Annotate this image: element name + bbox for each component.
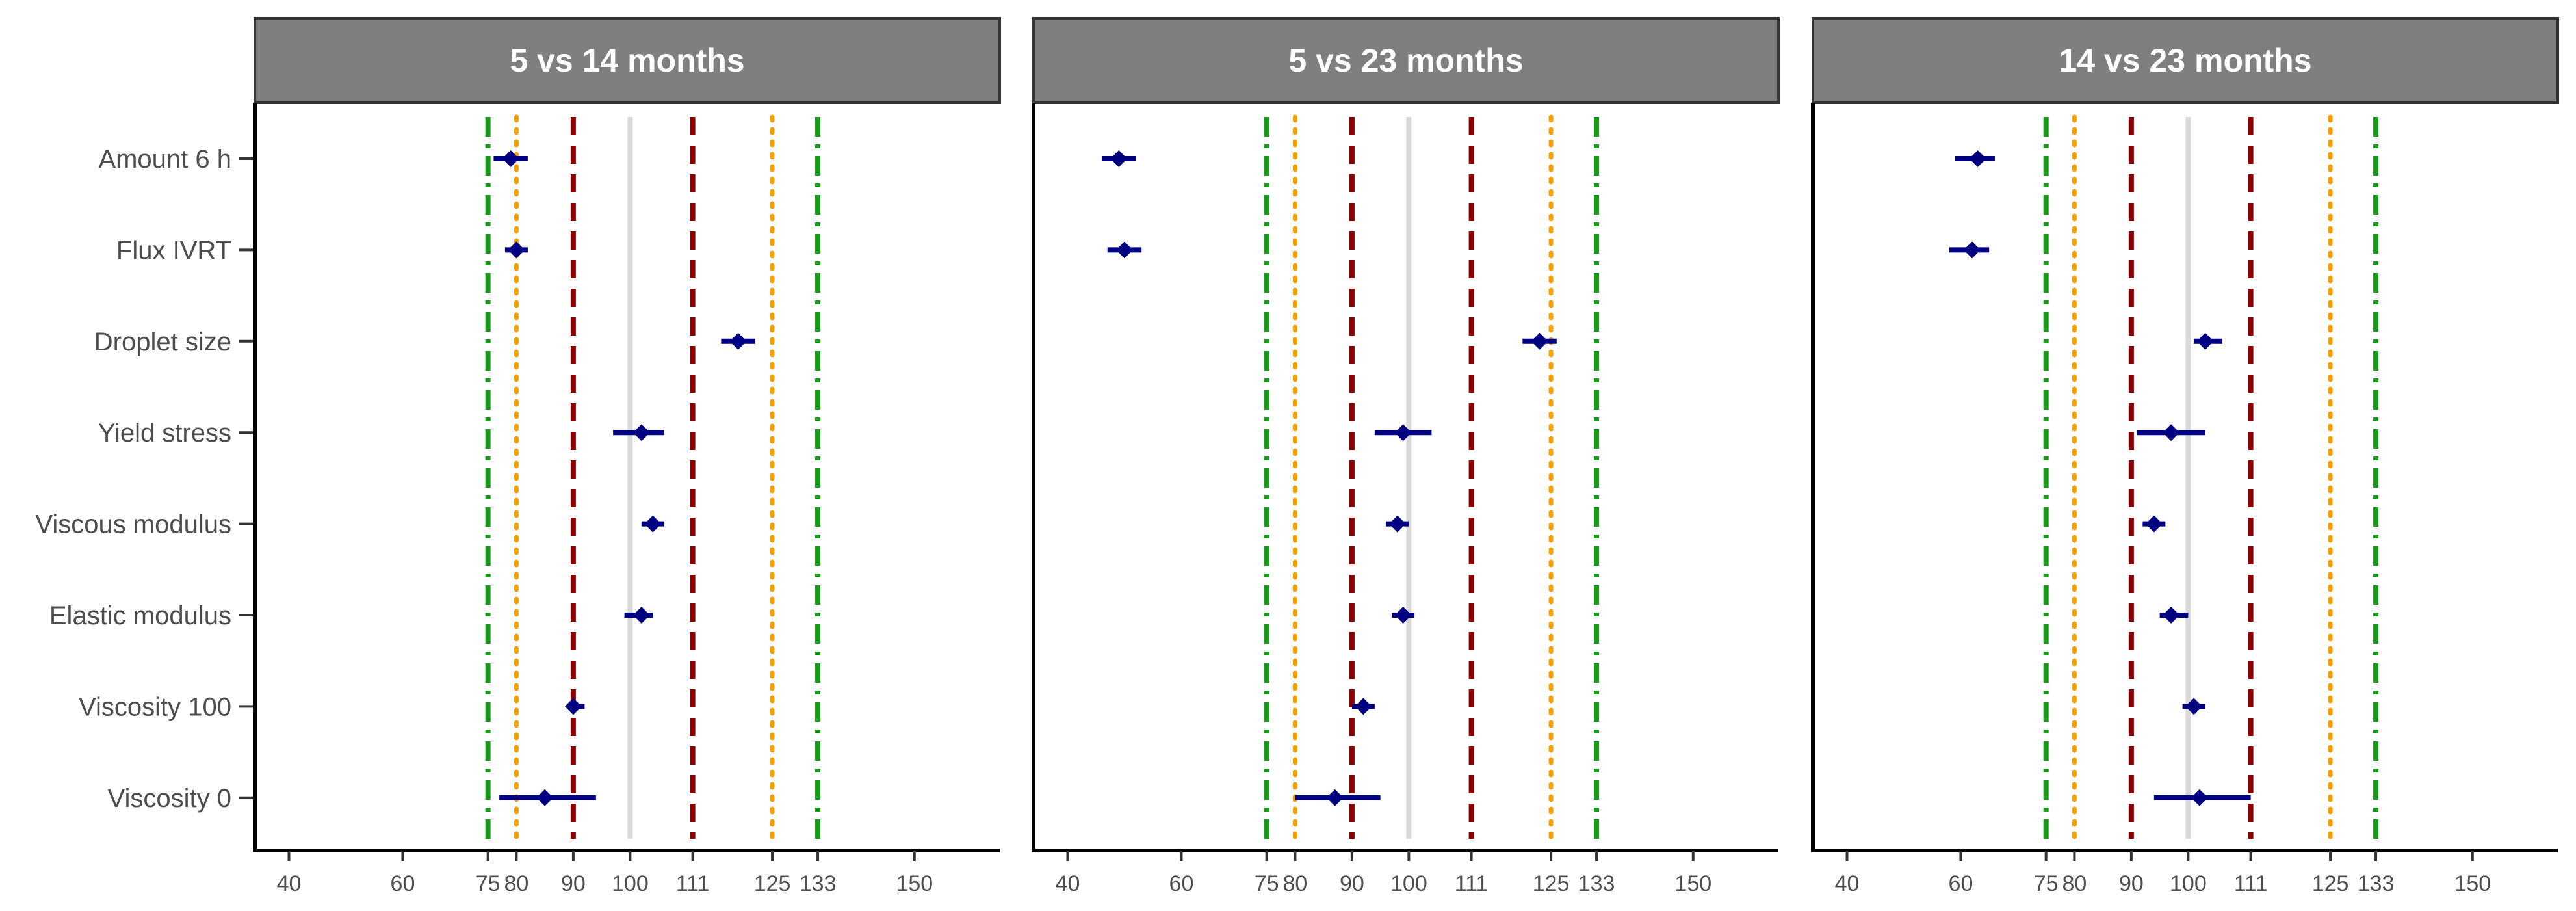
x-tick-label: 75 — [476, 871, 501, 896]
panel-1: 5 vs 14 months 40 60 75 80 90 100 111 125 133 150 — [253, 17, 1001, 896]
panel-3: 14 vs 23 months 40 60 75 80 90 100 111 125 133 150 — [1811, 17, 2559, 896]
category-label: Droplet size — [94, 328, 231, 356]
x-tick-label: 90 — [1340, 871, 1364, 896]
point-estimate — [2185, 698, 2203, 715]
point-estimate — [1388, 515, 1406, 533]
x-tick-label: 125 — [754, 871, 791, 896]
point-estimate — [2196, 332, 2214, 350]
x-tick-label: 100 — [612, 871, 649, 896]
x-tick-label: 80 — [2062, 871, 2087, 896]
point-estimate — [1531, 332, 1548, 350]
category-label: Viscosity 100 — [79, 693, 231, 721]
x-tick-label: 60 — [1169, 871, 1194, 896]
panel-title: 5 vs 14 months — [510, 42, 744, 79]
x-tick-label: 125 — [1533, 871, 1570, 896]
x-tick-label: 150 — [896, 871, 933, 896]
x-tick-label: 80 — [504, 871, 528, 896]
point-estimate — [1115, 241, 1133, 259]
category-label: Flux IVRT — [116, 236, 231, 265]
point-estimate — [1110, 150, 1128, 167]
x-tick-label: 125 — [2312, 871, 2349, 896]
point-estimate — [502, 150, 519, 167]
point-estimate — [1326, 789, 1344, 806]
point-estimate — [1394, 424, 1412, 442]
point-estimate — [1969, 150, 1986, 167]
x-tick-label: 111 — [676, 871, 710, 896]
x-tick-label: 40 — [1835, 871, 1860, 896]
x-tick-label: 111 — [1455, 871, 1489, 896]
x-tick-label: 60 — [391, 871, 415, 896]
category-label: Viscosity 0 — [108, 784, 231, 813]
point-estimate — [2163, 424, 2180, 442]
panel-2: 5 vs 23 months 40 60 75 80 90 100 111 125 133 150 — [1032, 17, 1780, 896]
point-estimate — [508, 241, 525, 259]
category-label: Yield stress — [98, 419, 231, 447]
point-estimate — [1394, 607, 1412, 624]
point-estimate — [564, 698, 582, 715]
panel-title: 14 vs 23 months — [2059, 42, 2311, 79]
x-tick-label: 100 — [1390, 871, 1427, 896]
x-tick-label: 133 — [1578, 871, 1615, 896]
category-label: Amount 6 h — [98, 145, 231, 174]
x-tick-label: 133 — [2358, 871, 2395, 896]
point-estimate — [2163, 607, 2180, 624]
x-tick-label: 133 — [800, 871, 837, 896]
x-tick-label: 75 — [1255, 871, 1279, 896]
point-estimate — [1355, 698, 1372, 715]
panel-title: 5 vs 23 months — [1288, 42, 1523, 79]
point-estimate — [644, 515, 662, 533]
x-tick-label: 40 — [277, 871, 302, 896]
strip-header — [1812, 17, 2559, 104]
point-estimate — [2191, 789, 2208, 806]
point-estimate — [632, 424, 650, 442]
x-tick-label: 60 — [1949, 871, 1973, 896]
category-label: Viscous modulus — [35, 510, 231, 539]
x-tick-label: 40 — [1056, 871, 1080, 896]
x-tick-label: 111 — [2234, 871, 2268, 896]
x-tick-label: 90 — [2119, 871, 2144, 896]
strip-header — [254, 17, 1001, 104]
category-label: Elastic modulus — [49, 601, 231, 630]
point-estimate — [729, 332, 747, 350]
x-tick-label: 80 — [1282, 871, 1307, 896]
point-estimate — [1963, 241, 1981, 259]
point-estimate — [632, 607, 650, 624]
x-tick-label: 150 — [1674, 871, 1711, 896]
point-estimate — [536, 789, 554, 806]
x-tick-label: 150 — [2454, 871, 2491, 896]
strip-header — [1032, 17, 1780, 104]
x-tick-label: 75 — [2034, 871, 2059, 896]
x-tick-label: 90 — [561, 871, 586, 896]
x-tick-label: 100 — [2170, 871, 2207, 896]
point-estimate — [2145, 515, 2163, 533]
